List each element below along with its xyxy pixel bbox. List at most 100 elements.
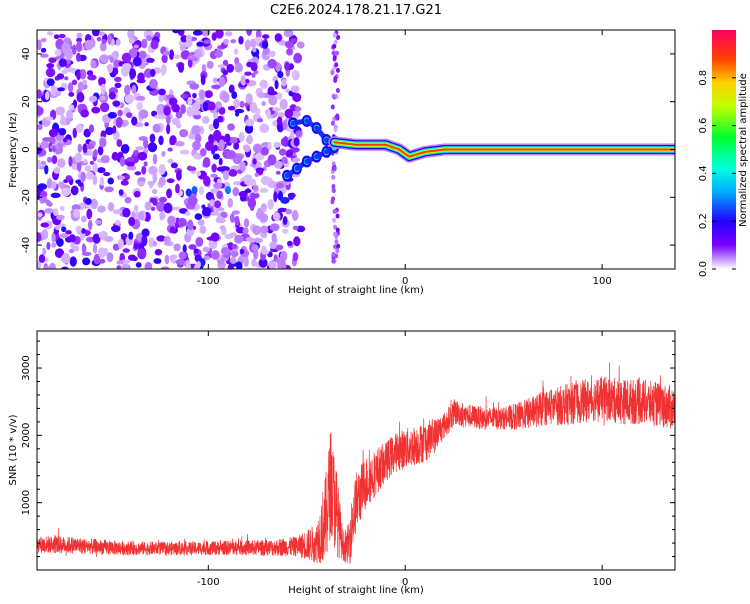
spectrogram-cell (244, 188, 252, 193)
spectrogram-cell (243, 177, 252, 186)
spectrogram-cell (85, 197, 92, 205)
spectrogram-cell (212, 129, 222, 141)
spectrogram-cell (273, 141, 281, 148)
spectrogram-cell (334, 233, 339, 239)
spectrogram-cell (37, 39, 42, 51)
spectrogram-cell (68, 155, 73, 167)
spectrogram-cell (168, 97, 178, 106)
spectrogram-cell (281, 78, 287, 87)
spectrogram-cell (260, 231, 268, 239)
spectrogram-cell (225, 186, 232, 195)
spectrogram-cell (152, 198, 158, 206)
spectrogram-cell (81, 227, 86, 234)
spectrogram-cell (203, 39, 211, 45)
spectrogram-cell (156, 201, 166, 212)
spectrogram-cell (199, 225, 207, 234)
spectrogram-cell (152, 240, 157, 247)
spectrogram-cell (65, 117, 71, 125)
spectrogram-cell (52, 208, 59, 216)
spectrogram-cell (331, 93, 336, 99)
spectrogram-cell (269, 223, 280, 232)
spectrogram-cell (227, 123, 235, 131)
spectrogram-cell (99, 95, 106, 101)
spectrogram-cell (227, 242, 234, 251)
spectrogram-cell (224, 133, 231, 143)
spectrogram-cell (193, 113, 202, 120)
spectrogram-cell (175, 259, 185, 265)
spectrogram-cell (170, 162, 178, 169)
spectrogram-cell (51, 155, 58, 165)
spectrogram-cell (146, 57, 155, 63)
spectrogram-cell (180, 93, 189, 99)
spectrogram-cell (229, 213, 235, 223)
spectrogram-cell (84, 39, 94, 51)
spectrogram-cell (246, 105, 251, 112)
spectrogram-cell (54, 48, 62, 57)
spectrogram-cell (131, 84, 137, 94)
spectrogram-cell (103, 247, 109, 256)
spectrogram-cell (68, 248, 75, 254)
spectrogram-cell (330, 70, 335, 76)
spectrogram-cell (61, 69, 68, 75)
spectrogram-cell (212, 118, 220, 130)
spectrogram-cell (285, 208, 293, 215)
spectrogram-cell (137, 210, 145, 221)
spectrogram-cell (37, 183, 48, 190)
spectrogram-cell (201, 64, 207, 73)
spectrogram-cell (227, 197, 234, 208)
spectrogram-cell (137, 248, 147, 260)
spectrogram-cell (70, 185, 79, 196)
spectrogram-cell (232, 187, 240, 197)
spectrogram-cell (92, 162, 98, 173)
spectrogram-cell (40, 140, 50, 149)
spectrogram-cell (249, 102, 258, 114)
spectrogram-cell (82, 257, 91, 266)
spectrogram-cell (331, 187, 336, 193)
spectrogram-cell (222, 92, 230, 103)
spectrogram-cell (213, 200, 222, 209)
spectrogram-cell (220, 247, 231, 256)
spectrogram-cell (230, 39, 237, 44)
snr-ytick-label: 1000 (21, 490, 32, 515)
spectrogram-cell (50, 192, 61, 199)
spectrogram-cell (44, 164, 49, 175)
spectrogram-cell (217, 64, 226, 69)
spectrogram-cell (37, 106, 44, 116)
colorbar-tick-label: 0.0 (698, 261, 709, 277)
spectrogram-cell (129, 68, 137, 80)
spectrogram-cell (163, 105, 171, 116)
spectrogram-cell (333, 75, 338, 81)
spectrogram-cell (186, 166, 197, 171)
spectrogram-cell (161, 150, 166, 157)
spectrogram-cell (334, 50, 339, 56)
spectrogram-cell (242, 227, 249, 234)
spectrogram-cell (61, 266, 69, 269)
spectrogram-cell (218, 139, 225, 151)
spectrogram-cell (107, 111, 118, 119)
spectrogram-cell (236, 261, 243, 269)
spectrogram-cell (196, 41, 204, 47)
spectrogram-cell (216, 216, 224, 223)
spectrogram-cell (173, 54, 181, 59)
spectrogram-cell (82, 158, 88, 164)
spectrogram-cell (218, 106, 226, 115)
spectrogram-cell (205, 141, 214, 151)
spectrogram-cell (99, 137, 107, 148)
spectrogram-cell (252, 143, 262, 154)
spectrogram-cell (260, 175, 271, 186)
spectrogram-cell (163, 202, 173, 214)
spectrogram-cell (161, 54, 168, 64)
spectrogram-cell (124, 84, 131, 96)
spectrogram-cell (282, 119, 288, 131)
spectrogram-cell (53, 166, 61, 174)
spectrogram-cell (333, 127, 338, 133)
spectrogram-cell (290, 147, 300, 153)
spectrogram-cell (143, 161, 148, 167)
spectrogram-cell (94, 219, 102, 225)
spectrogram-cell (277, 207, 288, 213)
snr-axes: -100 0 100 1000 2000 3000 (21, 331, 675, 588)
spectrogram-cell (212, 111, 219, 119)
spectrogram-cell (244, 123, 254, 134)
spectrogram-cell (37, 232, 42, 243)
spectrogram-cell (194, 213, 203, 220)
